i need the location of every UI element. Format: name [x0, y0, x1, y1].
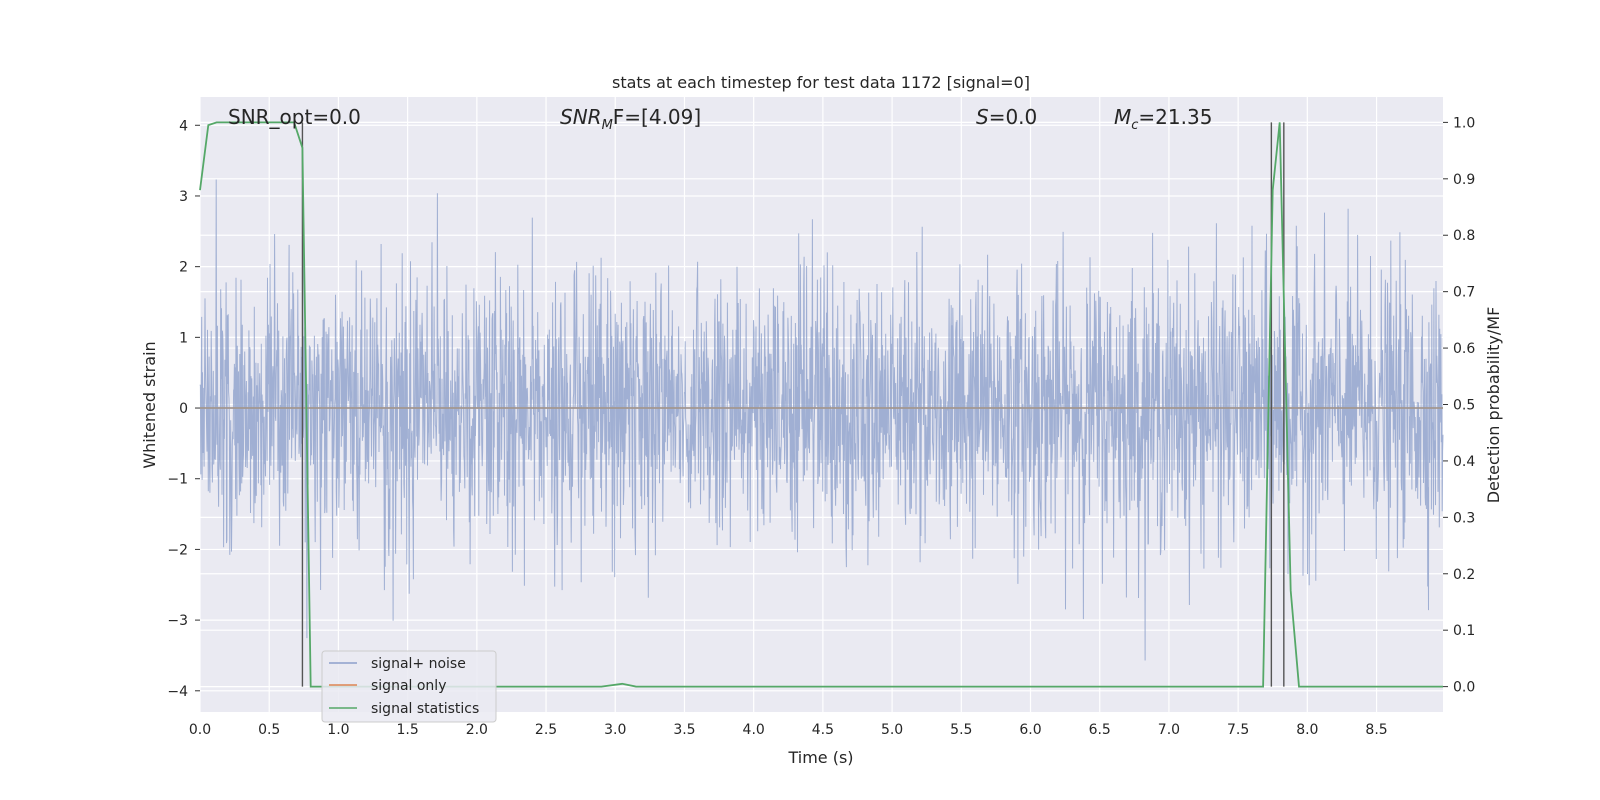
y-left-tick-label: 3	[179, 189, 188, 205]
y-right-tick-label: 1.0	[1453, 115, 1475, 131]
annotation-snr-opt: SNR_opt=0.0	[228, 105, 361, 129]
legend-label-signal-statistics: signal statistics	[371, 701, 479, 717]
x-tick-label: 5.5	[950, 722, 972, 738]
annotation-snr-mf: SNRMF=[4.09]	[560, 105, 701, 133]
y-right-tick-label: 0.0	[1453, 680, 1475, 696]
y-left-tick-label: 2	[179, 260, 188, 276]
y-left-axis-label: Whitened strain	[140, 341, 159, 468]
annotation-mc: Mc=21.35	[1114, 105, 1212, 133]
y-left-axis-ticks: −4 −3 −2 −1 0 1 2 3 4	[167, 118, 200, 700]
y-right-axis-label: Detection probability/MF	[1484, 307, 1503, 504]
mc-sub: c	[1131, 118, 1138, 133]
x-tick-label: 0.0	[189, 722, 211, 738]
legend-box	[321, 650, 497, 723]
y-right-tick-label: 0.8	[1453, 228, 1475, 244]
s-label: S	[976, 105, 989, 129]
x-tick-label: 7.0	[1158, 722, 1180, 738]
x-axis-ticks: 0.0 0.5 1.0 1.5 2.0 2.5 3.0 3.5 4.0 4.5 5.0 5.5 6.0 6…	[189, 722, 1388, 738]
y-right-tick-label: 0.6	[1453, 341, 1475, 357]
mc-value: =21.35	[1138, 105, 1212, 129]
x-tick-label: 1.0	[327, 722, 349, 738]
x-axis-label: Time (s)	[787, 748, 853, 767]
y-left-tick-label: −2	[167, 542, 188, 558]
x-tick-label: 6.5	[1089, 722, 1111, 738]
legend: signal+ noise signal only signal statist…	[321, 650, 497, 723]
snr-mf-rest: F=[4.09]	[613, 105, 701, 129]
y-left-tick-label: −4	[167, 684, 188, 700]
y-right-axis-ticks: 0.0 0.1 0.2 0.3 0.4 0.5 0.6 0.7 0.8 0.9 1.0	[1443, 115, 1475, 696]
x-tick-label: 4.5	[812, 722, 834, 738]
noise-trace	[199, 179, 1444, 661]
legend-label-signal-only: signal only	[371, 678, 446, 694]
snr-mf-base: SNR	[560, 105, 602, 129]
x-tick-label: 8.5	[1365, 722, 1387, 738]
y-right-tick-label: 0.9	[1453, 172, 1475, 188]
y-right-tick-label: 0.3	[1453, 510, 1475, 526]
x-tick-label: 7.5	[1227, 722, 1249, 738]
y-left-tick-label: 1	[179, 330, 188, 346]
mc-base: M	[1114, 105, 1131, 129]
s-value: =0.0	[989, 105, 1038, 129]
signal-statistics-line	[199, 121, 1443, 688]
y-right-tick-label: 0.1	[1453, 623, 1475, 639]
x-tick-label: 4.0	[743, 722, 765, 738]
annotation-s: S=0.0	[976, 105, 1037, 129]
y-left-tick-label: 0	[179, 401, 188, 417]
y-left-tick-label: −1	[167, 472, 188, 488]
y-left-tick-label: 4	[179, 118, 188, 134]
x-tick-label: 8.0	[1296, 722, 1318, 738]
series-signal-statistics	[199, 121, 1443, 688]
x-tick-label: 3.0	[604, 722, 626, 738]
y-right-tick-label: 0.4	[1453, 454, 1475, 470]
y-left-tick-label: −3	[167, 613, 188, 629]
x-tick-label: 5.0	[881, 722, 903, 738]
snr-mf-sub: M	[602, 118, 613, 133]
legend-label-signal-plus-noise: signal+ noise	[371, 656, 466, 672]
series-signal-plus-noise	[199, 179, 1444, 661]
x-tick-label: 2.0	[466, 722, 488, 738]
y-right-tick-label: 0.5	[1453, 398, 1475, 414]
x-tick-label: 6.0	[1019, 722, 1041, 738]
x-tick-label: 1.5	[396, 722, 418, 738]
chart-title: stats at each timestep for test data 117…	[612, 73, 1030, 92]
y-right-tick-label: 0.2	[1453, 567, 1475, 583]
x-tick-label: 2.5	[535, 722, 557, 738]
x-tick-label: 0.5	[258, 722, 280, 738]
y-right-tick-label: 0.7	[1453, 285, 1475, 301]
x-tick-label: 3.5	[673, 722, 695, 738]
